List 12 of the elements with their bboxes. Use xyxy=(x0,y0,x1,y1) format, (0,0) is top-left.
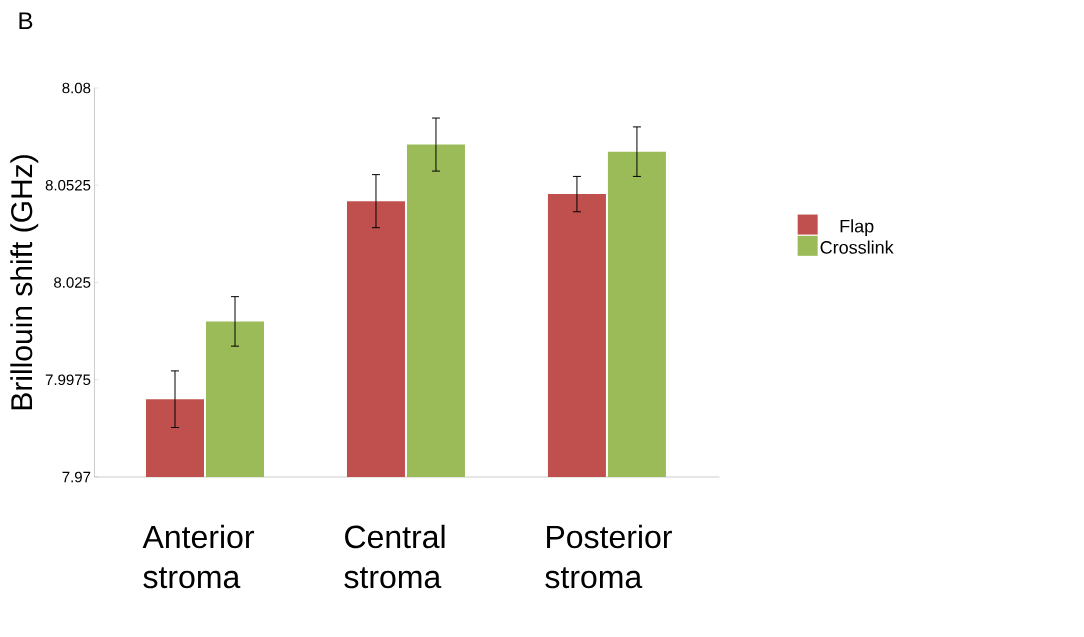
x-tick-label: Central stroma xyxy=(344,524,445,589)
text: B xyxy=(19,12,33,30)
x-tick-label: Anterior stroma xyxy=(142,524,254,589)
y-tick-label: 7.97 xyxy=(62,471,91,483)
y-tick-label: 8.0525 xyxy=(45,179,91,191)
y-tick-label: 8.08 xyxy=(62,82,91,94)
y-axis-title: Brillouin shift (GHz) xyxy=(10,155,39,410)
legend-label: Crosslink xyxy=(820,240,894,254)
legend-label: Flap xyxy=(840,219,874,237)
y-tick-label: 8.025 xyxy=(54,277,91,288)
x-tick-label: Posterior stroma xyxy=(545,524,672,589)
y-tick-label: 7.9975 xyxy=(45,374,91,386)
